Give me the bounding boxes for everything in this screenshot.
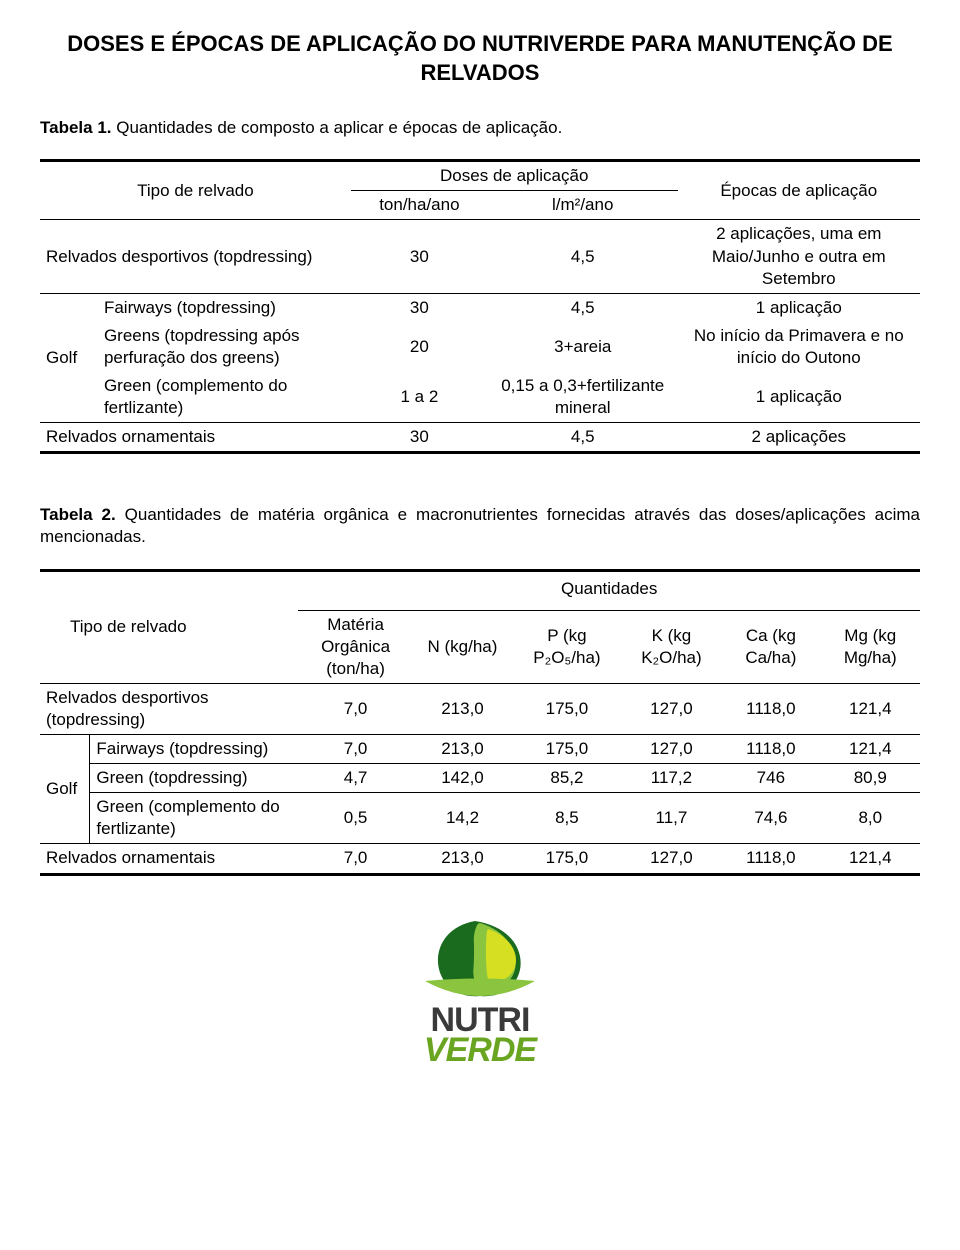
table1-caption: Tabela 1. Quantidades de composto a apli… — [40, 117, 920, 139]
t1-h-tipo: Tipo de relvado — [40, 162, 351, 220]
t1-r-ornamentais-epoca: 2 aplicações — [678, 423, 920, 453]
t1-r-ornamentais-lm2: 4,5 — [488, 423, 678, 453]
t2-r-greentop-k: 117,2 — [622, 764, 722, 793]
t2-r-desportivos-label: Relvados desportivos (topdressing) — [40, 684, 298, 735]
t2-r-desportivos-n: 213,0 — [413, 684, 512, 735]
t1-r-ornamentais-ton: 30 — [351, 423, 488, 453]
t1-h-epocas: Épocas de aplicação — [678, 162, 920, 220]
t2-r-ornamentais-mg: 121,4 — [821, 844, 920, 874]
t2-r-greencompl-mo: 0,5 — [298, 793, 412, 844]
t2-h-tipo: Tipo de relvado — [40, 572, 298, 684]
t1-r-greensperf-epoca: No início da Primavera e no início do Ou… — [678, 322, 920, 372]
t2-h-p: P (kg P₂O₅/ha) — [512, 610, 621, 683]
table2-caption-prefix: Tabela 2. — [40, 505, 116, 524]
t2-r-fairways-mg: 121,4 — [821, 735, 920, 764]
t2-h-quant: Quantidades — [298, 572, 920, 611]
nutriverde-logo-icon: NUTRI VERDE — [360, 916, 600, 1066]
t1-r-fairways-ton: 30 — [351, 294, 488, 322]
t2-r-greentop-mg: 80,9 — [821, 764, 920, 793]
t1-r-greencompl-ton: 1 a 2 — [351, 372, 488, 423]
table1: Tipo de relvado Doses de aplicação Época… — [40, 159, 920, 454]
t1-r-desportivos-lm2: 4,5 — [488, 220, 678, 293]
t2-r-ornamentais-p: 175,0 — [512, 844, 621, 874]
t2-h-ca: Ca (kg Ca/ha) — [721, 610, 820, 683]
t1-h-tonha: ton/ha/ano — [351, 191, 488, 220]
t1-h-doses: Doses de aplicação — [351, 162, 678, 191]
t2-r-ornamentais-mo: 7,0 — [298, 844, 412, 874]
t2-r-fairways-label: Fairways (topdressing) — [90, 735, 298, 764]
t1-golf-label: Golf — [40, 294, 98, 423]
t2-r-desportivos-k: 127,0 — [622, 684, 722, 735]
table2: Tipo de relvado Quantidades Matéria Orgâ… — [40, 569, 920, 876]
t2-r-fairways-p: 175,0 — [512, 735, 621, 764]
t2-r-ornamentais-n: 213,0 — [413, 844, 512, 874]
t2-r-greentop-label: Green (topdressing) — [90, 764, 298, 793]
t1-r-greencompl-label: Green (complemento do fertlizante) — [98, 372, 351, 423]
t2-r-greencompl-p: 8,5 — [512, 793, 621, 844]
t2-r-greencompl-label: Green (complemento do fertlizante) — [90, 793, 298, 844]
t2-r-fairways-ca: 1118,0 — [721, 735, 820, 764]
t2-r-greencompl-ca: 74,6 — [721, 793, 820, 844]
t2-r-desportivos-ca: 1118,0 — [721, 684, 820, 735]
t2-r-desportivos-p: 175,0 — [512, 684, 621, 735]
t2-r-greentop-mo: 4,7 — [298, 764, 412, 793]
t2-r-desportivos-mo: 7,0 — [298, 684, 412, 735]
table2-caption-text: Quantidades de matéria orgânica e macron… — [40, 505, 920, 546]
t2-h-n: N (kg/ha) — [413, 610, 512, 683]
t2-r-fairways-n: 213,0 — [413, 735, 512, 764]
table2-caption: Tabela 2. Quantidades de matéria orgânic… — [40, 504, 920, 548]
t1-r-greencompl-lm2: 0,15 a 0,3+fertilizante mineral — [488, 372, 678, 423]
t2-h-mo: Matéria Orgânica (ton/ha) — [298, 610, 412, 683]
t2-r-desportivos-mg: 121,4 — [821, 684, 920, 735]
table1-caption-text: Quantidades de composto a aplicar e époc… — [112, 118, 563, 137]
t1-r-fairways-epoca: 1 aplicação — [678, 294, 920, 322]
t2-r-greencompl-n: 14,2 — [413, 793, 512, 844]
t2-r-greentop-ca: 746 — [721, 764, 820, 793]
t1-r-greencompl-epoca: 1 aplicação — [678, 372, 920, 423]
t2-r-greentop-p: 85,2 — [512, 764, 621, 793]
t2-r-greentop-n: 142,0 — [413, 764, 512, 793]
t1-r-greensperf-ton: 20 — [351, 322, 488, 372]
t2-r-ornamentais-label: Relvados ornamentais — [40, 844, 298, 874]
t1-r-desportivos-ton: 30 — [351, 220, 488, 293]
t1-r-ornamentais-label: Relvados ornamentais — [40, 423, 351, 453]
page-title: DOSES E ÉPOCAS DE APLICAÇÃO DO NUTRIVERD… — [40, 30, 920, 87]
t1-r-greensperf-lm2: 3+areia — [488, 322, 678, 372]
logo: NUTRI VERDE — [40, 916, 920, 1072]
t2-r-fairways-k: 127,0 — [622, 735, 722, 764]
t2-r-ornamentais-k: 127,0 — [622, 844, 722, 874]
t1-r-fairways-lm2: 4,5 — [488, 294, 678, 322]
t2-r-ornamentais-ca: 1118,0 — [721, 844, 820, 874]
t1-r-fairways-label: Fairways (topdressing) — [98, 294, 351, 322]
t1-h-lm2: l/m²/ano — [488, 191, 678, 220]
logo-text-bottom: VERDE — [424, 1031, 538, 1066]
t2-r-greencompl-k: 11,7 — [622, 793, 722, 844]
t1-r-desportivos-label: Relvados desportivos (topdressing) — [40, 220, 351, 293]
t2-golf-label: Golf — [40, 735, 90, 844]
t2-r-fairways-mo: 7,0 — [298, 735, 412, 764]
t1-r-desportivos-epoca: 2 aplicações, uma em Maio/Junho e outra … — [678, 220, 920, 293]
t2-h-k: K (kg K₂O/ha) — [622, 610, 722, 683]
table1-caption-prefix: Tabela 1. — [40, 118, 112, 137]
t2-r-greencompl-mg: 8,0 — [821, 793, 920, 844]
t2-h-mg: Mg (kg Mg/ha) — [821, 610, 920, 683]
t1-r-greensperf-label: Greens (topdressing após perfuração dos … — [98, 322, 351, 372]
